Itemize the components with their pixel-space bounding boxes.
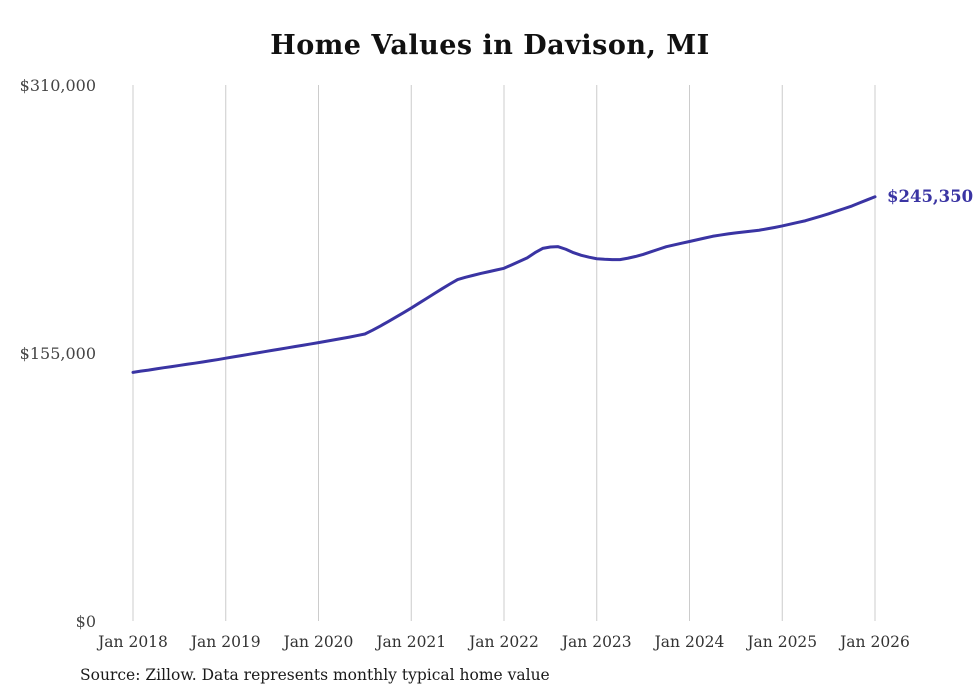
home-value-line [131, 195, 877, 374]
x-axis-label: Jan 2024 [653, 633, 725, 651]
x-axis-label: Jan 2019 [189, 633, 261, 651]
x-axis-label: Jan 2022 [467, 633, 539, 651]
line-chart: Jan 2018 Jan 2019 Jan 2020 Jan 2021 Jan 2022… [20, 76, 973, 651]
y-axis-label: $310,000 [20, 76, 96, 95]
source-note: Source: Zillow. Data represents monthly … [80, 666, 550, 684]
y-axis-label: $0 [76, 612, 96, 631]
x-axis-label: Jan 2018 [96, 633, 168, 651]
chart-title: Home Values in Davison, MI [270, 30, 710, 61]
x-axis-label: Jan 2023 [560, 633, 632, 651]
x-axis-label: Jan 2026 [838, 633, 910, 651]
end-value-label: $245,350 [887, 187, 973, 206]
x-axis-label: Jan 2021 [374, 633, 446, 651]
y-axis-label: $155,000 [20, 344, 96, 363]
x-axis-label: Jan 2025 [745, 633, 817, 651]
x-axis-label: Jan 2020 [282, 633, 354, 651]
